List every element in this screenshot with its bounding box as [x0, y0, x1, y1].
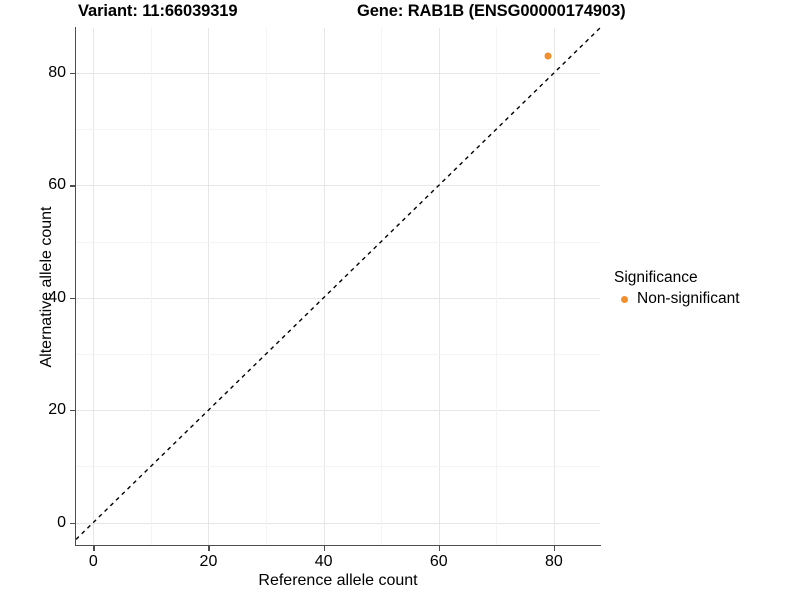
x-axis-tick-label: 60	[429, 553, 448, 570]
gridline-x-minor	[266, 28, 268, 545]
variant-title: Variant: 11:66039319	[78, 2, 238, 20]
identity-reference-line	[75, 27, 601, 540]
gridline-x-major	[323, 28, 325, 545]
x-axis-tick-label: 20	[199, 553, 218, 570]
y-axis-tick-label: 20	[48, 401, 66, 419]
gridline-y-major	[76, 72, 600, 74]
y-axis-tick-label: 0	[57, 513, 66, 531]
gridline-y-minor	[76, 129, 600, 131]
legend-dot-icon	[620, 295, 628, 303]
gridline-y-major	[76, 410, 600, 412]
gridline-x-minor	[150, 28, 152, 545]
plot-panel	[75, 27, 601, 545]
x-axis-tick-label: 80	[545, 553, 563, 570]
data-point[interactable]	[544, 52, 552, 60]
gridline-y-minor	[76, 466, 600, 468]
legend-swatch	[614, 290, 634, 308]
legend: Significance Non-significant	[614, 268, 740, 308]
y-axis-line	[75, 27, 77, 546]
legend-entries: Non-significant	[614, 290, 740, 308]
x-axis-tick	[553, 546, 556, 551]
gridline-y-major	[76, 185, 600, 187]
legend-item[interactable]: Non-significant	[614, 290, 740, 308]
gridline-x-major	[438, 28, 440, 545]
x-axis-tick	[323, 546, 325, 551]
y-axis-tick-label: 40	[48, 288, 66, 306]
x-axis-title: Reference allele count	[258, 572, 418, 589]
x-axis-tick	[438, 546, 441, 551]
gridline-y-major	[76, 297, 600, 299]
y-axis-title: Alternative allele count	[38, 206, 55, 368]
x-axis-tick	[208, 546, 210, 551]
x-axis-tick	[93, 546, 95, 551]
x-axis-tick-label: 0	[88, 553, 98, 570]
gridline-x-major	[208, 28, 210, 545]
gridline-y-major	[76, 522, 600, 524]
y-axis-tick	[70, 185, 75, 187]
legend-title: Significance	[614, 269, 698, 286]
gene-title: Gene: RAB1B (ENSG00000174903)	[357, 2, 626, 20]
y-axis-tick	[70, 522, 75, 524]
y-axis-tick	[70, 410, 75, 412]
legend-item-label: Non-significant	[637, 290, 740, 307]
y-axis-tick	[70, 297, 75, 300]
gridline-x-minor	[496, 28, 498, 545]
figure-title-strip: Variant: 11:66039319 Gene: RAB1B (ENSG00…	[0, 0, 800, 28]
x-axis-line	[75, 545, 601, 547]
identity-line-path	[75, 27, 601, 540]
y-axis-tick-label: 80	[48, 63, 66, 81]
gridline-y-minor	[76, 241, 600, 243]
gridline-x-minor	[381, 28, 383, 545]
y-axis-tick-label: 60	[48, 176, 66, 194]
y-axis-tick	[70, 72, 75, 75]
x-axis-tick-label: 40	[314, 553, 333, 570]
gridline-x-major	[553, 28, 555, 545]
gridline-x-major	[93, 28, 95, 545]
gridline-y-minor	[76, 353, 600, 355]
